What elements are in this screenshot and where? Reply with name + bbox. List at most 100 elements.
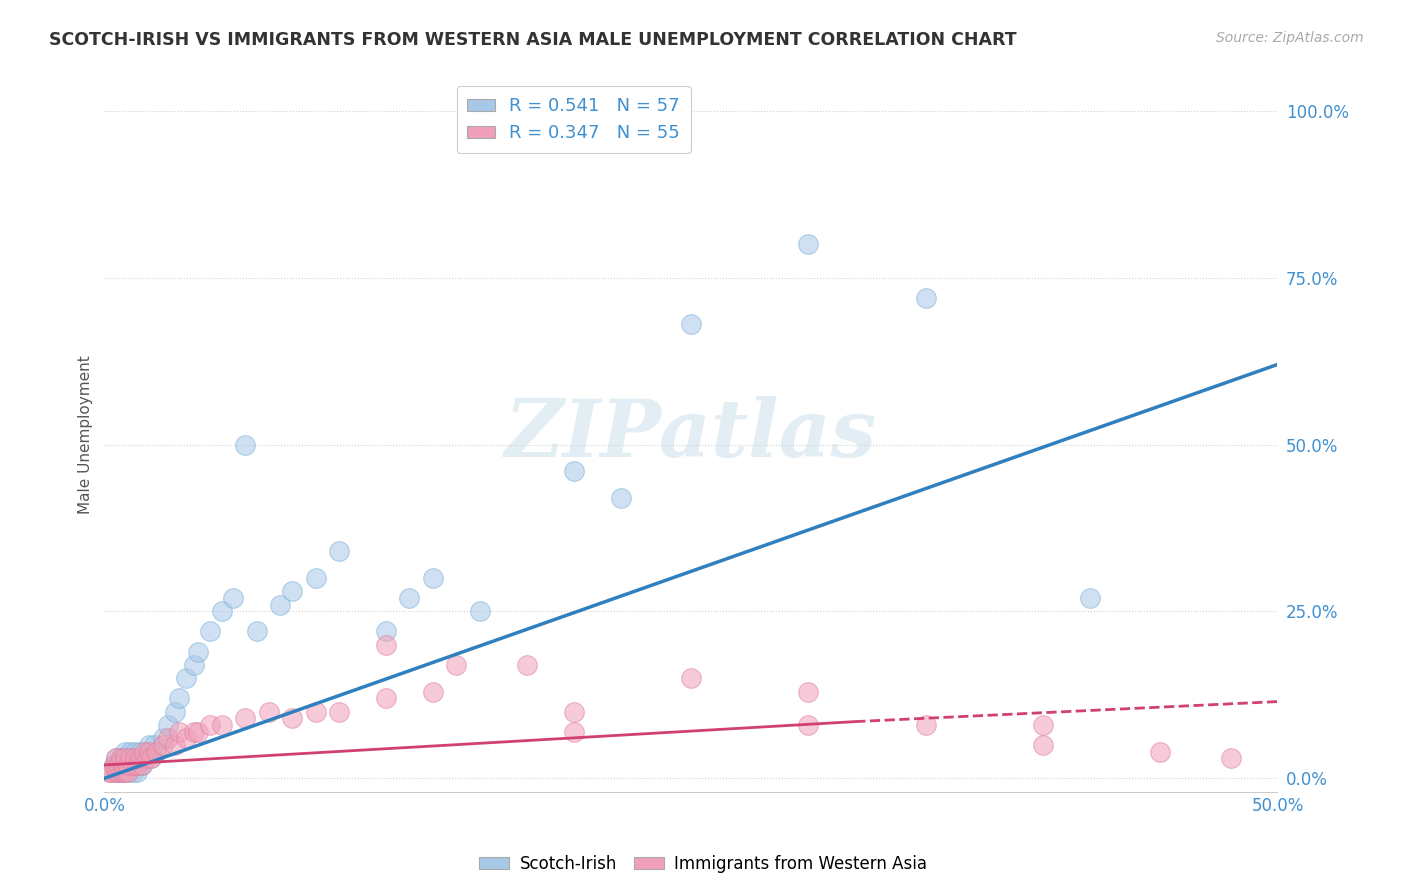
Point — [211, 718, 233, 732]
Point — [1149, 745, 1171, 759]
Point — [112, 751, 135, 765]
Point — [328, 544, 350, 558]
Point — [100, 764, 122, 779]
Point — [422, 571, 444, 585]
Point — [112, 764, 135, 779]
Point — [1219, 751, 1241, 765]
Point — [233, 711, 256, 725]
Point — [114, 758, 136, 772]
Point — [609, 491, 631, 505]
Point — [103, 758, 125, 772]
Legend: R = 0.541   N = 57, R = 0.347   N = 55: R = 0.541 N = 57, R = 0.347 N = 55 — [457, 87, 690, 153]
Point — [797, 718, 820, 732]
Point — [797, 684, 820, 698]
Point — [562, 464, 585, 478]
Point — [131, 758, 153, 772]
Point — [120, 751, 142, 765]
Point — [281, 584, 304, 599]
Point — [120, 745, 142, 759]
Point — [156, 731, 179, 746]
Point — [117, 764, 139, 779]
Point — [156, 718, 179, 732]
Point — [127, 758, 149, 772]
Point — [1032, 718, 1054, 732]
Point — [304, 705, 326, 719]
Point — [105, 764, 128, 779]
Point — [124, 758, 146, 772]
Point — [198, 624, 221, 639]
Point — [183, 724, 205, 739]
Point — [128, 751, 150, 765]
Point — [163, 705, 186, 719]
Point — [114, 764, 136, 779]
Point — [516, 657, 538, 672]
Point — [169, 691, 191, 706]
Point — [128, 745, 150, 759]
Point — [117, 758, 139, 772]
Point — [1078, 591, 1101, 606]
Point — [112, 758, 135, 772]
Point — [562, 724, 585, 739]
Point — [198, 718, 221, 732]
Point — [145, 745, 167, 759]
Point — [269, 598, 291, 612]
Point — [211, 604, 233, 618]
Point — [145, 745, 167, 759]
Point — [328, 705, 350, 719]
Point — [152, 738, 174, 752]
Point — [398, 591, 420, 606]
Point — [135, 751, 157, 765]
Point — [127, 751, 149, 765]
Point — [100, 764, 122, 779]
Point — [98, 764, 121, 779]
Point — [105, 764, 128, 779]
Point — [187, 644, 209, 658]
Point — [222, 591, 245, 606]
Point — [107, 764, 129, 779]
Point — [134, 751, 156, 765]
Point — [246, 624, 269, 639]
Point — [797, 237, 820, 252]
Point — [117, 764, 139, 779]
Point — [1032, 738, 1054, 752]
Point — [107, 758, 129, 772]
Point — [446, 657, 468, 672]
Legend: Scotch-Irish, Immigrants from Western Asia: Scotch-Irish, Immigrants from Western As… — [472, 848, 934, 880]
Point — [176, 671, 198, 685]
Text: Source: ZipAtlas.com: Source: ZipAtlas.com — [1216, 31, 1364, 45]
Point — [233, 437, 256, 451]
Point — [114, 745, 136, 759]
Point — [152, 731, 174, 746]
Point — [127, 764, 149, 779]
Point — [468, 604, 491, 618]
Point — [114, 751, 136, 765]
Point — [124, 745, 146, 759]
Point — [914, 291, 936, 305]
Point — [304, 571, 326, 585]
Point — [176, 731, 198, 746]
Y-axis label: Male Unemployment: Male Unemployment — [79, 355, 93, 514]
Point — [138, 745, 160, 759]
Point — [105, 751, 128, 765]
Point — [141, 751, 163, 765]
Point — [105, 751, 128, 765]
Point — [679, 318, 702, 332]
Point — [121, 764, 143, 779]
Point — [169, 724, 191, 739]
Point — [914, 718, 936, 732]
Text: SCOTCH-IRISH VS IMMIGRANTS FROM WESTERN ASIA MALE UNEMPLOYMENT CORRELATION CHART: SCOTCH-IRISH VS IMMIGRANTS FROM WESTERN … — [49, 31, 1017, 49]
Text: ZIPatlas: ZIPatlas — [505, 396, 877, 474]
Point — [131, 758, 153, 772]
Point — [110, 758, 132, 772]
Point — [562, 705, 585, 719]
Point — [117, 751, 139, 765]
Point — [183, 657, 205, 672]
Point — [138, 738, 160, 752]
Point — [110, 764, 132, 779]
Point — [120, 758, 142, 772]
Point — [163, 738, 186, 752]
Point — [374, 638, 396, 652]
Point — [110, 751, 132, 765]
Point — [112, 764, 135, 779]
Point — [422, 684, 444, 698]
